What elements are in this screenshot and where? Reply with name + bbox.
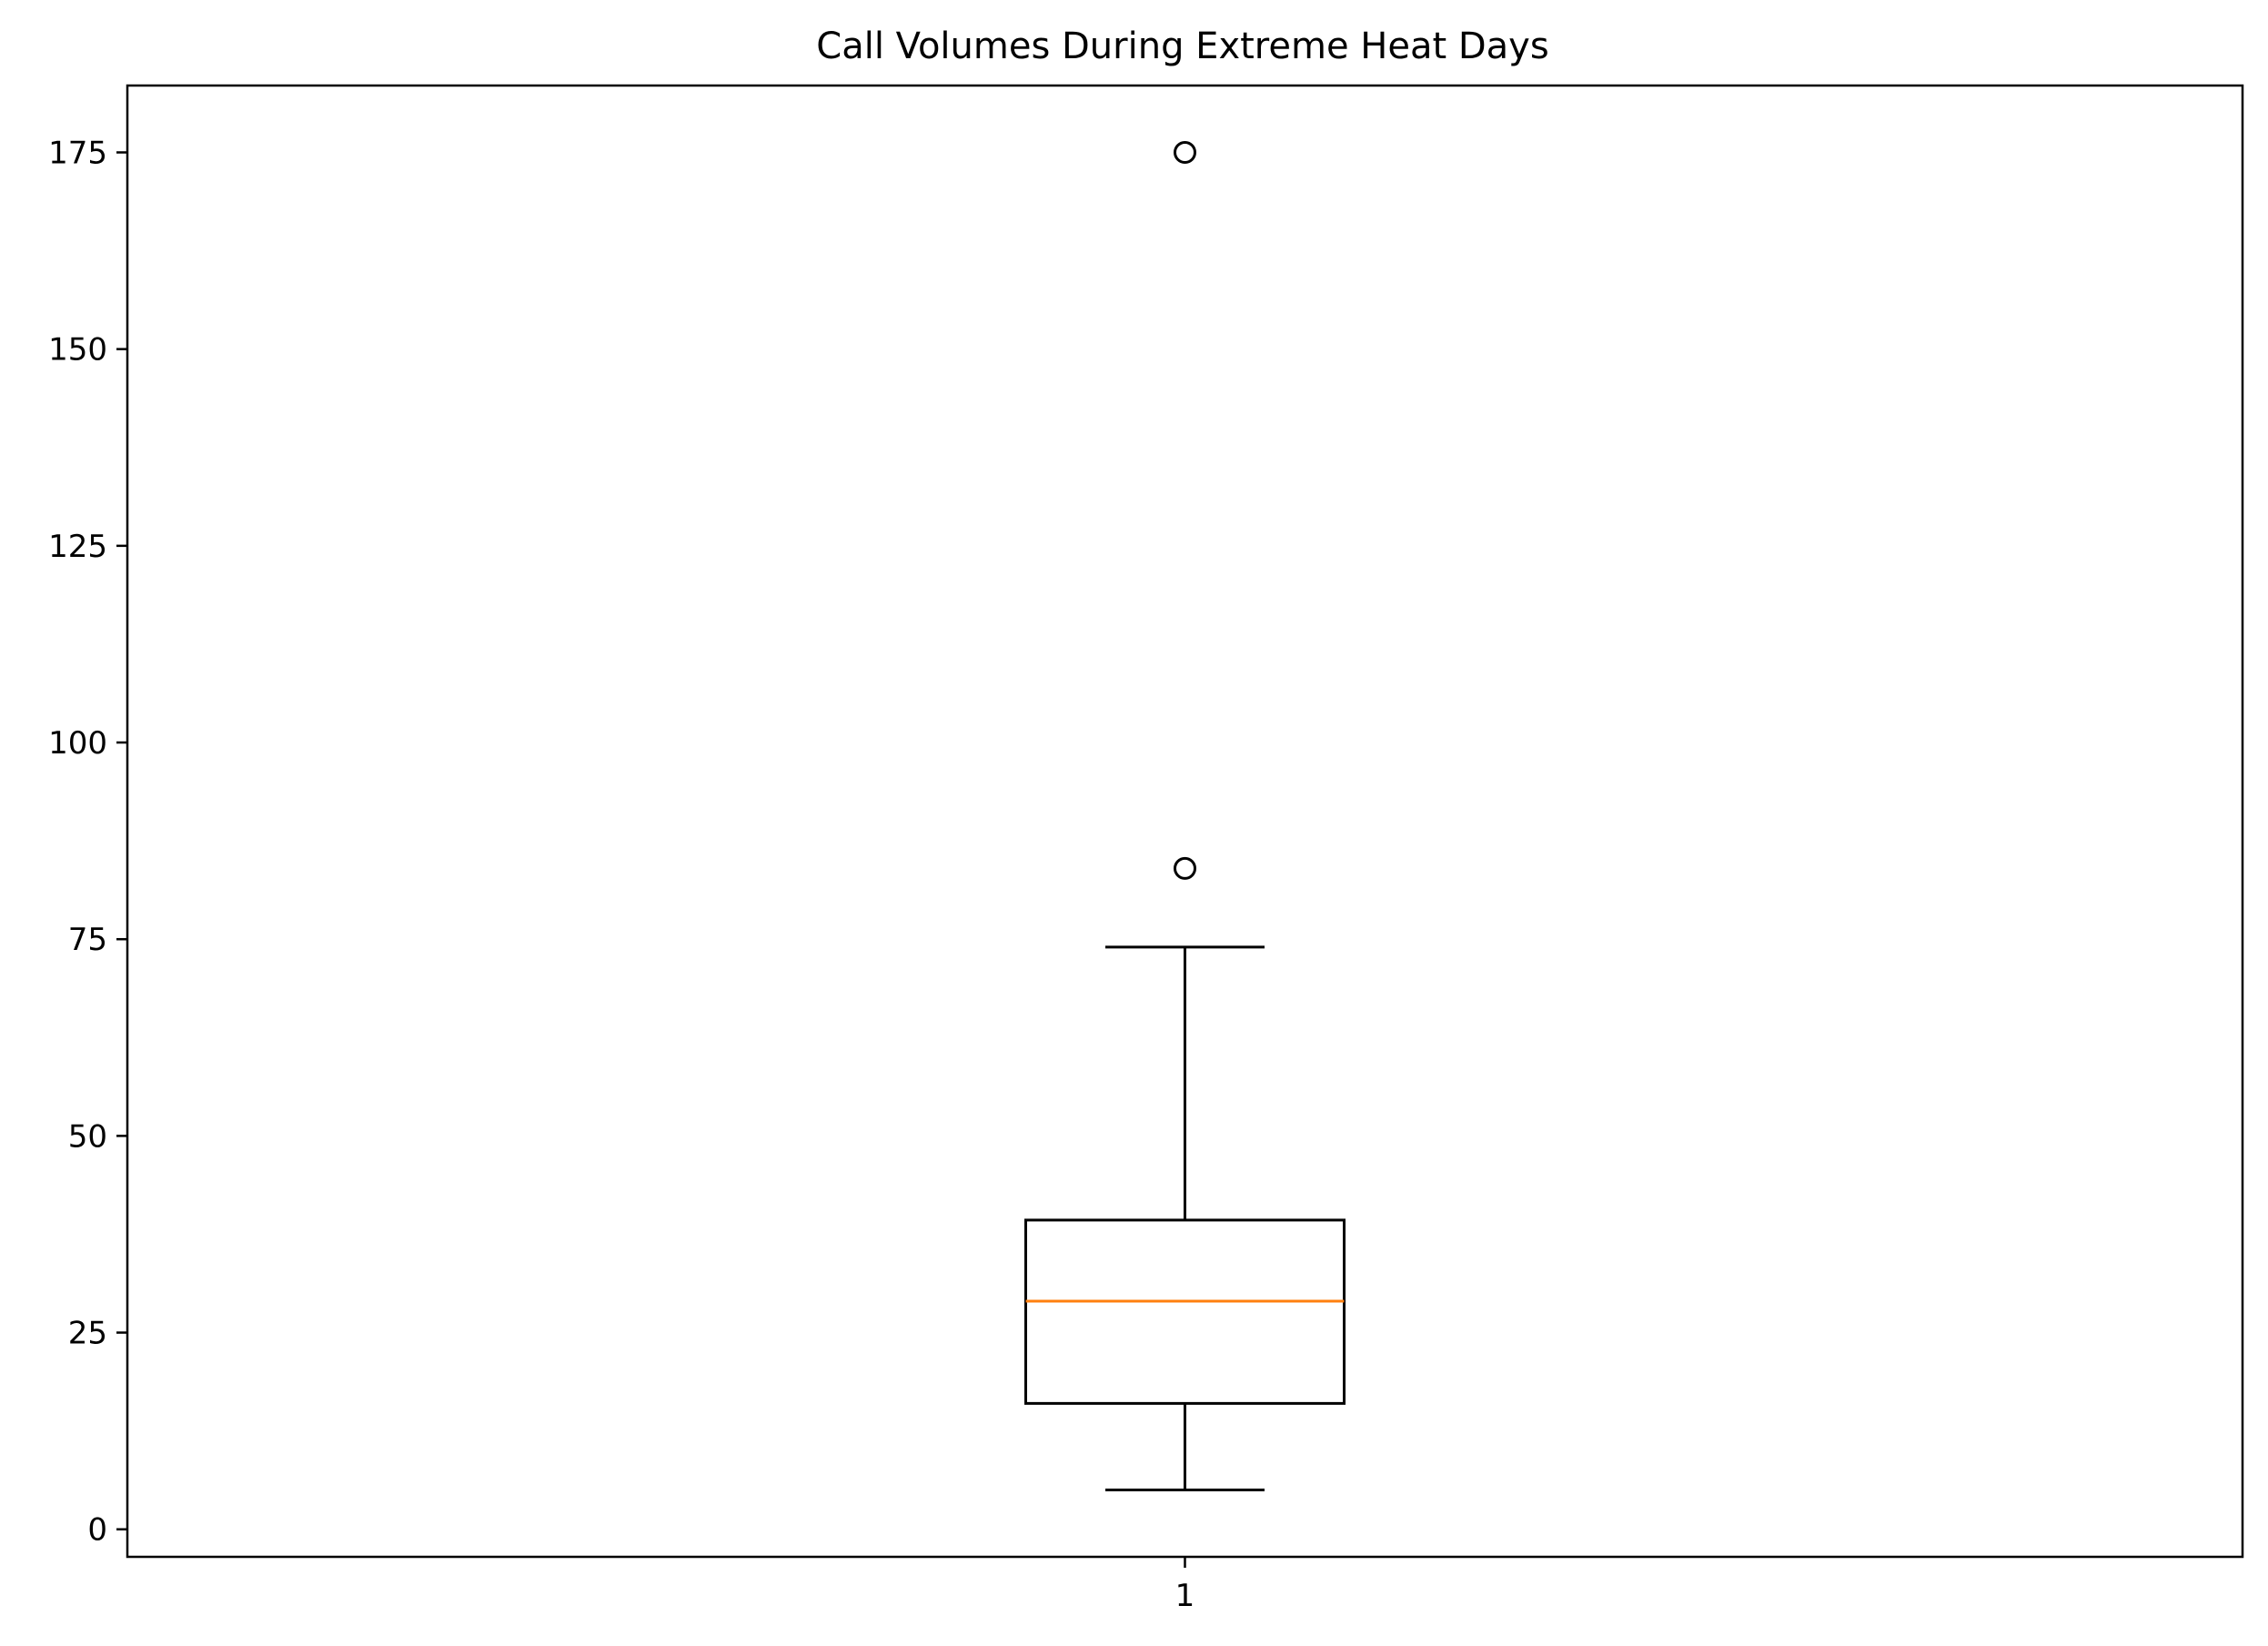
y-tick-label: 150	[48, 332, 107, 369]
x-axis: 1	[1175, 1557, 1195, 1614]
y-tick-label: 100	[48, 725, 107, 762]
interquartile-box	[1024, 1218, 1346, 1405]
y-tick-label: 175	[48, 136, 107, 172]
box-group	[1024, 141, 1346, 1491]
outlier-point	[1174, 856, 1196, 880]
y-tick-label: 75	[68, 922, 107, 958]
chart-title: Call Volumes During Extreme Heat Days	[816, 25, 1548, 67]
y-tick-label: 0	[87, 1512, 107, 1549]
outlier-point	[1174, 141, 1196, 164]
y-axis: 0 25 50 75 100 125 150 175	[48, 136, 127, 1549]
plot-frame	[126, 84, 2244, 1559]
y-tick-label: 50	[68, 1118, 107, 1155]
x-tick-label: 1	[1175, 1578, 1195, 1614]
y-tick-label: 125	[48, 529, 107, 565]
y-tick-label: 25	[68, 1316, 107, 1352]
